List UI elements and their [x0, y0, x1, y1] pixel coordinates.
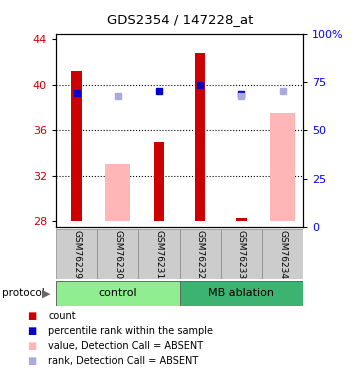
Bar [71, 71, 82, 221]
Text: value, Detection Call = ABSENT: value, Detection Call = ABSENT [48, 341, 203, 351]
Text: GSM76230: GSM76230 [113, 230, 122, 279]
Text: rank, Detection Call = ABSENT: rank, Detection Call = ABSENT [48, 356, 198, 366]
Text: ■: ■ [27, 311, 36, 321]
Bar [180, 229, 221, 279]
Bar [221, 229, 262, 279]
Bar [236, 218, 247, 221]
Text: control: control [99, 288, 137, 298]
Text: GSM76229: GSM76229 [72, 230, 81, 279]
Bar [154, 142, 164, 221]
Bar [195, 53, 205, 221]
Text: ■: ■ [27, 356, 36, 366]
Bar [262, 229, 303, 279]
Text: GSM76234: GSM76234 [278, 230, 287, 279]
Text: MB ablation: MB ablation [208, 288, 274, 298]
Bar [138, 229, 180, 279]
Text: ■: ■ [27, 326, 36, 336]
Text: ▶: ▶ [42, 288, 51, 298]
Text: percentile rank within the sample: percentile rank within the sample [48, 326, 213, 336]
Bar [180, 281, 303, 306]
Bar [56, 229, 97, 279]
Text: GSM76233: GSM76233 [237, 230, 246, 279]
Bar [270, 113, 295, 221]
Bar [97, 229, 138, 279]
Text: GDS2354 / 147228_at: GDS2354 / 147228_at [107, 13, 254, 26]
Text: ■: ■ [27, 341, 36, 351]
Text: GSM76232: GSM76232 [196, 230, 205, 279]
Bar [56, 281, 180, 306]
Text: GSM76231: GSM76231 [155, 230, 164, 279]
Text: protocol: protocol [2, 288, 44, 298]
Text: count: count [48, 311, 76, 321]
Bar [105, 164, 130, 221]
